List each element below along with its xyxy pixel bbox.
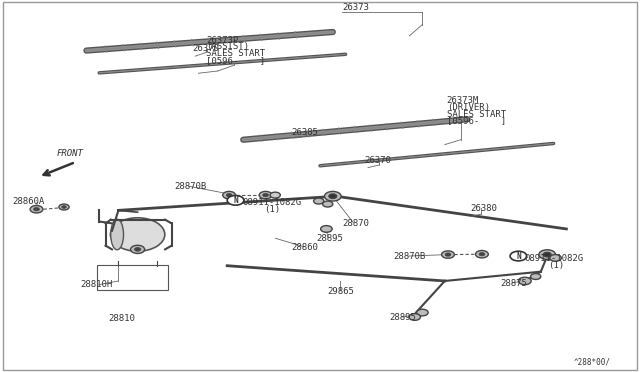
Circle shape	[479, 253, 485, 256]
Text: 28860: 28860	[291, 243, 318, 252]
Circle shape	[510, 251, 527, 261]
Circle shape	[543, 253, 551, 257]
Text: 28895: 28895	[317, 234, 344, 243]
Circle shape	[531, 273, 541, 279]
Circle shape	[329, 194, 337, 198]
Circle shape	[324, 192, 341, 201]
Text: 28810: 28810	[108, 314, 135, 323]
Circle shape	[270, 192, 280, 198]
Circle shape	[442, 251, 454, 258]
Text: [0596-    ]: [0596- ]	[206, 56, 265, 65]
Text: (ASSIST): (ASSIST)	[206, 42, 249, 51]
Text: 28870B: 28870B	[174, 183, 206, 192]
Text: [0596-    ]: [0596- ]	[447, 116, 506, 125]
Text: FRONT: FRONT	[56, 149, 83, 158]
Text: (1): (1)	[548, 260, 564, 270]
Text: 26373M: 26373M	[447, 96, 479, 105]
Text: 26385: 26385	[291, 128, 318, 137]
Text: 28810H: 28810H	[80, 280, 112, 289]
Circle shape	[445, 253, 451, 256]
Circle shape	[417, 309, 428, 316]
Text: 28875: 28875	[500, 279, 527, 288]
Text: SALES START: SALES START	[447, 110, 506, 119]
Text: 08911-1082G: 08911-1082G	[525, 254, 584, 263]
Text: 26370: 26370	[365, 157, 392, 166]
Circle shape	[314, 198, 324, 204]
Text: 28870: 28870	[342, 219, 369, 228]
Text: 08911-1082G: 08911-1082G	[242, 198, 301, 207]
Circle shape	[409, 314, 420, 320]
Circle shape	[134, 247, 141, 251]
Circle shape	[227, 196, 244, 205]
Text: 26380: 26380	[470, 203, 497, 213]
Text: 29865: 29865	[328, 286, 355, 295]
Circle shape	[329, 194, 337, 199]
Circle shape	[550, 254, 561, 261]
Ellipse shape	[110, 218, 165, 251]
Circle shape	[223, 192, 236, 199]
Circle shape	[30, 205, 43, 213]
Circle shape	[321, 225, 332, 232]
Text: 28860A: 28860A	[13, 198, 45, 206]
Text: N: N	[516, 251, 521, 260]
Text: (DRIVER): (DRIVER)	[447, 103, 490, 112]
Text: ^288*00/: ^288*00/	[574, 357, 611, 366]
Circle shape	[131, 245, 145, 253]
Circle shape	[518, 277, 531, 285]
Text: 26370: 26370	[192, 44, 219, 53]
Circle shape	[59, 204, 69, 210]
Text: 28870B: 28870B	[394, 252, 426, 262]
Ellipse shape	[111, 219, 124, 250]
Text: (1): (1)	[264, 205, 280, 214]
FancyBboxPatch shape	[97, 265, 168, 290]
Circle shape	[34, 208, 40, 211]
Text: 26373P: 26373P	[206, 36, 238, 45]
Circle shape	[476, 250, 488, 258]
Circle shape	[259, 192, 272, 199]
Circle shape	[61, 206, 67, 208]
Circle shape	[543, 252, 551, 257]
Text: SALES START: SALES START	[206, 49, 265, 58]
Circle shape	[227, 193, 232, 197]
Text: 28895: 28895	[389, 313, 416, 322]
Circle shape	[323, 201, 333, 207]
Circle shape	[539, 250, 556, 259]
Text: N: N	[233, 196, 238, 205]
Circle shape	[262, 193, 269, 197]
Text: 26373: 26373	[342, 3, 369, 12]
